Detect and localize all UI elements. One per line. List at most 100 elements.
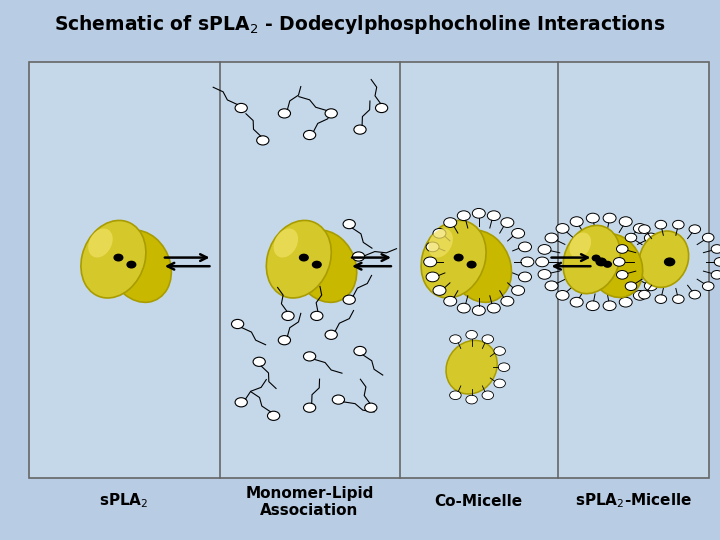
Ellipse shape [449, 230, 511, 302]
Circle shape [457, 303, 470, 313]
Text: Monomer-Lipid: Monomer-Lipid [246, 485, 374, 501]
Circle shape [634, 291, 647, 300]
Circle shape [711, 271, 720, 279]
Circle shape [619, 217, 632, 226]
Circle shape [282, 311, 294, 320]
Circle shape [714, 258, 720, 266]
Circle shape [343, 295, 356, 304]
Circle shape [501, 218, 514, 227]
Circle shape [665, 258, 675, 266]
Circle shape [689, 291, 701, 299]
Circle shape [487, 211, 500, 220]
Circle shape [518, 272, 531, 282]
Circle shape [365, 403, 377, 413]
Bar [29, 62, 709, 478]
Circle shape [570, 217, 583, 226]
Circle shape [343, 220, 356, 229]
Circle shape [127, 261, 135, 268]
Circle shape [711, 245, 720, 253]
Circle shape [644, 233, 657, 243]
Circle shape [652, 269, 665, 279]
Ellipse shape [563, 225, 621, 294]
Circle shape [639, 225, 650, 233]
Circle shape [325, 330, 337, 340]
Circle shape [644, 281, 657, 291]
Circle shape [279, 109, 291, 118]
Circle shape [353, 252, 365, 261]
Ellipse shape [639, 231, 688, 287]
Circle shape [596, 258, 606, 266]
Circle shape [235, 104, 248, 112]
Circle shape [512, 286, 525, 295]
Text: sPLA$_2$-Micelle: sPLA$_2$-Micelle [575, 492, 693, 510]
Circle shape [616, 245, 628, 253]
Circle shape [654, 257, 667, 267]
Circle shape [449, 391, 462, 400]
Circle shape [279, 335, 291, 345]
Circle shape [482, 335, 494, 343]
Circle shape [538, 269, 551, 279]
Circle shape [538, 245, 551, 254]
Circle shape [536, 257, 549, 267]
Ellipse shape [294, 230, 356, 302]
Circle shape [472, 208, 485, 218]
Circle shape [325, 109, 337, 118]
Circle shape [625, 233, 636, 242]
Circle shape [512, 228, 525, 238]
Ellipse shape [266, 220, 331, 298]
Circle shape [253, 357, 265, 366]
Circle shape [625, 282, 636, 291]
Circle shape [444, 296, 456, 306]
Circle shape [444, 218, 456, 227]
Circle shape [467, 261, 476, 268]
Circle shape [304, 352, 316, 361]
Circle shape [426, 242, 439, 252]
Ellipse shape [421, 220, 486, 298]
Circle shape [703, 282, 714, 291]
Circle shape [311, 311, 323, 320]
Circle shape [689, 225, 701, 233]
Circle shape [466, 330, 477, 339]
Circle shape [354, 347, 366, 355]
Ellipse shape [428, 228, 453, 258]
Circle shape [586, 301, 599, 310]
Circle shape [586, 213, 599, 223]
Text: Association: Association [261, 503, 359, 518]
Ellipse shape [81, 220, 146, 298]
Circle shape [466, 395, 477, 404]
Circle shape [501, 296, 514, 306]
Circle shape [521, 257, 534, 267]
Circle shape [235, 397, 248, 407]
Text: Schematic of sPLA$_2$ - Dodecylphosphocholine Interactions: Schematic of sPLA$_2$ - Dodecylphosphoch… [55, 13, 665, 36]
Ellipse shape [570, 233, 591, 258]
Circle shape [449, 335, 462, 343]
Ellipse shape [588, 234, 643, 298]
Circle shape [433, 228, 446, 238]
Circle shape [332, 395, 344, 404]
Circle shape [603, 213, 616, 223]
Circle shape [604, 261, 611, 267]
Circle shape [639, 291, 650, 299]
Circle shape [603, 301, 616, 310]
Circle shape [426, 272, 439, 282]
Ellipse shape [446, 340, 498, 394]
Circle shape [616, 271, 628, 279]
Circle shape [545, 281, 558, 291]
Circle shape [494, 379, 505, 388]
Circle shape [257, 136, 269, 145]
Circle shape [556, 224, 569, 233]
Circle shape [423, 257, 437, 267]
Circle shape [232, 319, 243, 328]
Circle shape [498, 363, 510, 372]
Ellipse shape [88, 228, 113, 258]
Circle shape [354, 125, 366, 134]
Circle shape [545, 233, 558, 243]
Circle shape [593, 255, 600, 261]
Circle shape [672, 295, 684, 303]
Circle shape [556, 291, 569, 300]
Circle shape [482, 391, 494, 400]
Circle shape [312, 261, 321, 268]
Circle shape [570, 298, 583, 307]
Text: Co-Micelle: Co-Micelle [435, 494, 523, 509]
Circle shape [652, 245, 665, 254]
